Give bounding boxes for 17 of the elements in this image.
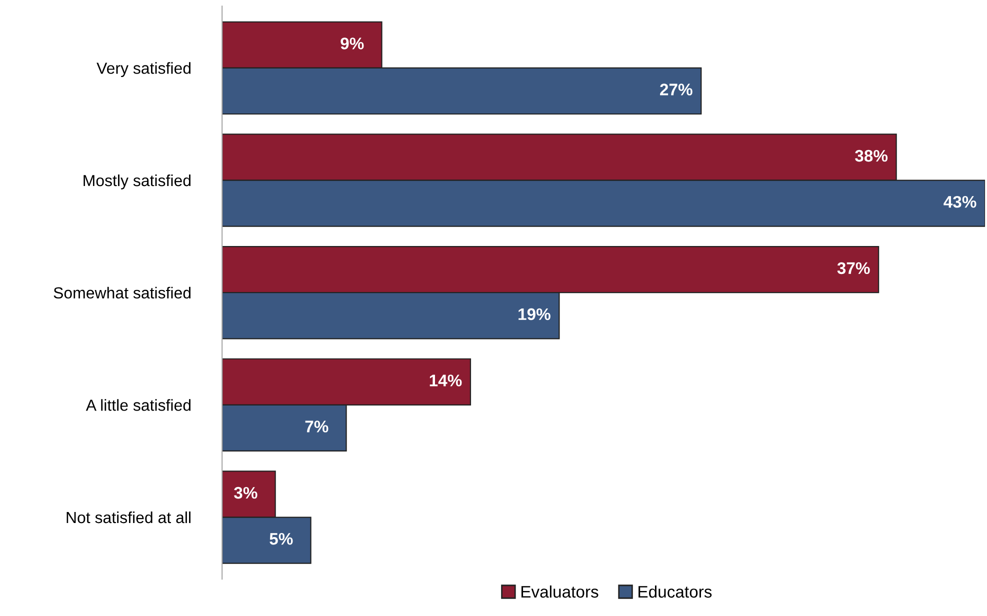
y-tick-label: Mostly satisfied xyxy=(84,174,190,190)
y-tick-label: Somewhat satisfied xyxy=(54,286,190,299)
legend-label: Evaluators xyxy=(521,585,598,598)
data-label: 9% xyxy=(340,38,364,50)
y-tick-label: Very satisfied xyxy=(96,62,190,78)
data-label: 3% xyxy=(234,486,258,499)
data-label: 27% xyxy=(660,84,692,96)
data-label: 19% xyxy=(518,308,550,320)
data-label: 14% xyxy=(430,374,462,386)
data-label: 43% xyxy=(944,196,976,208)
data-label: 38% xyxy=(855,150,888,162)
legend-label: Educators xyxy=(638,585,712,598)
data-label: 7% xyxy=(305,420,328,432)
y-tick-label: Not satisfied at all xyxy=(66,511,190,524)
data-label: 37% xyxy=(837,262,870,274)
data-label: 5% xyxy=(270,533,293,545)
y-tick-label: A little satisfied xyxy=(86,399,190,411)
